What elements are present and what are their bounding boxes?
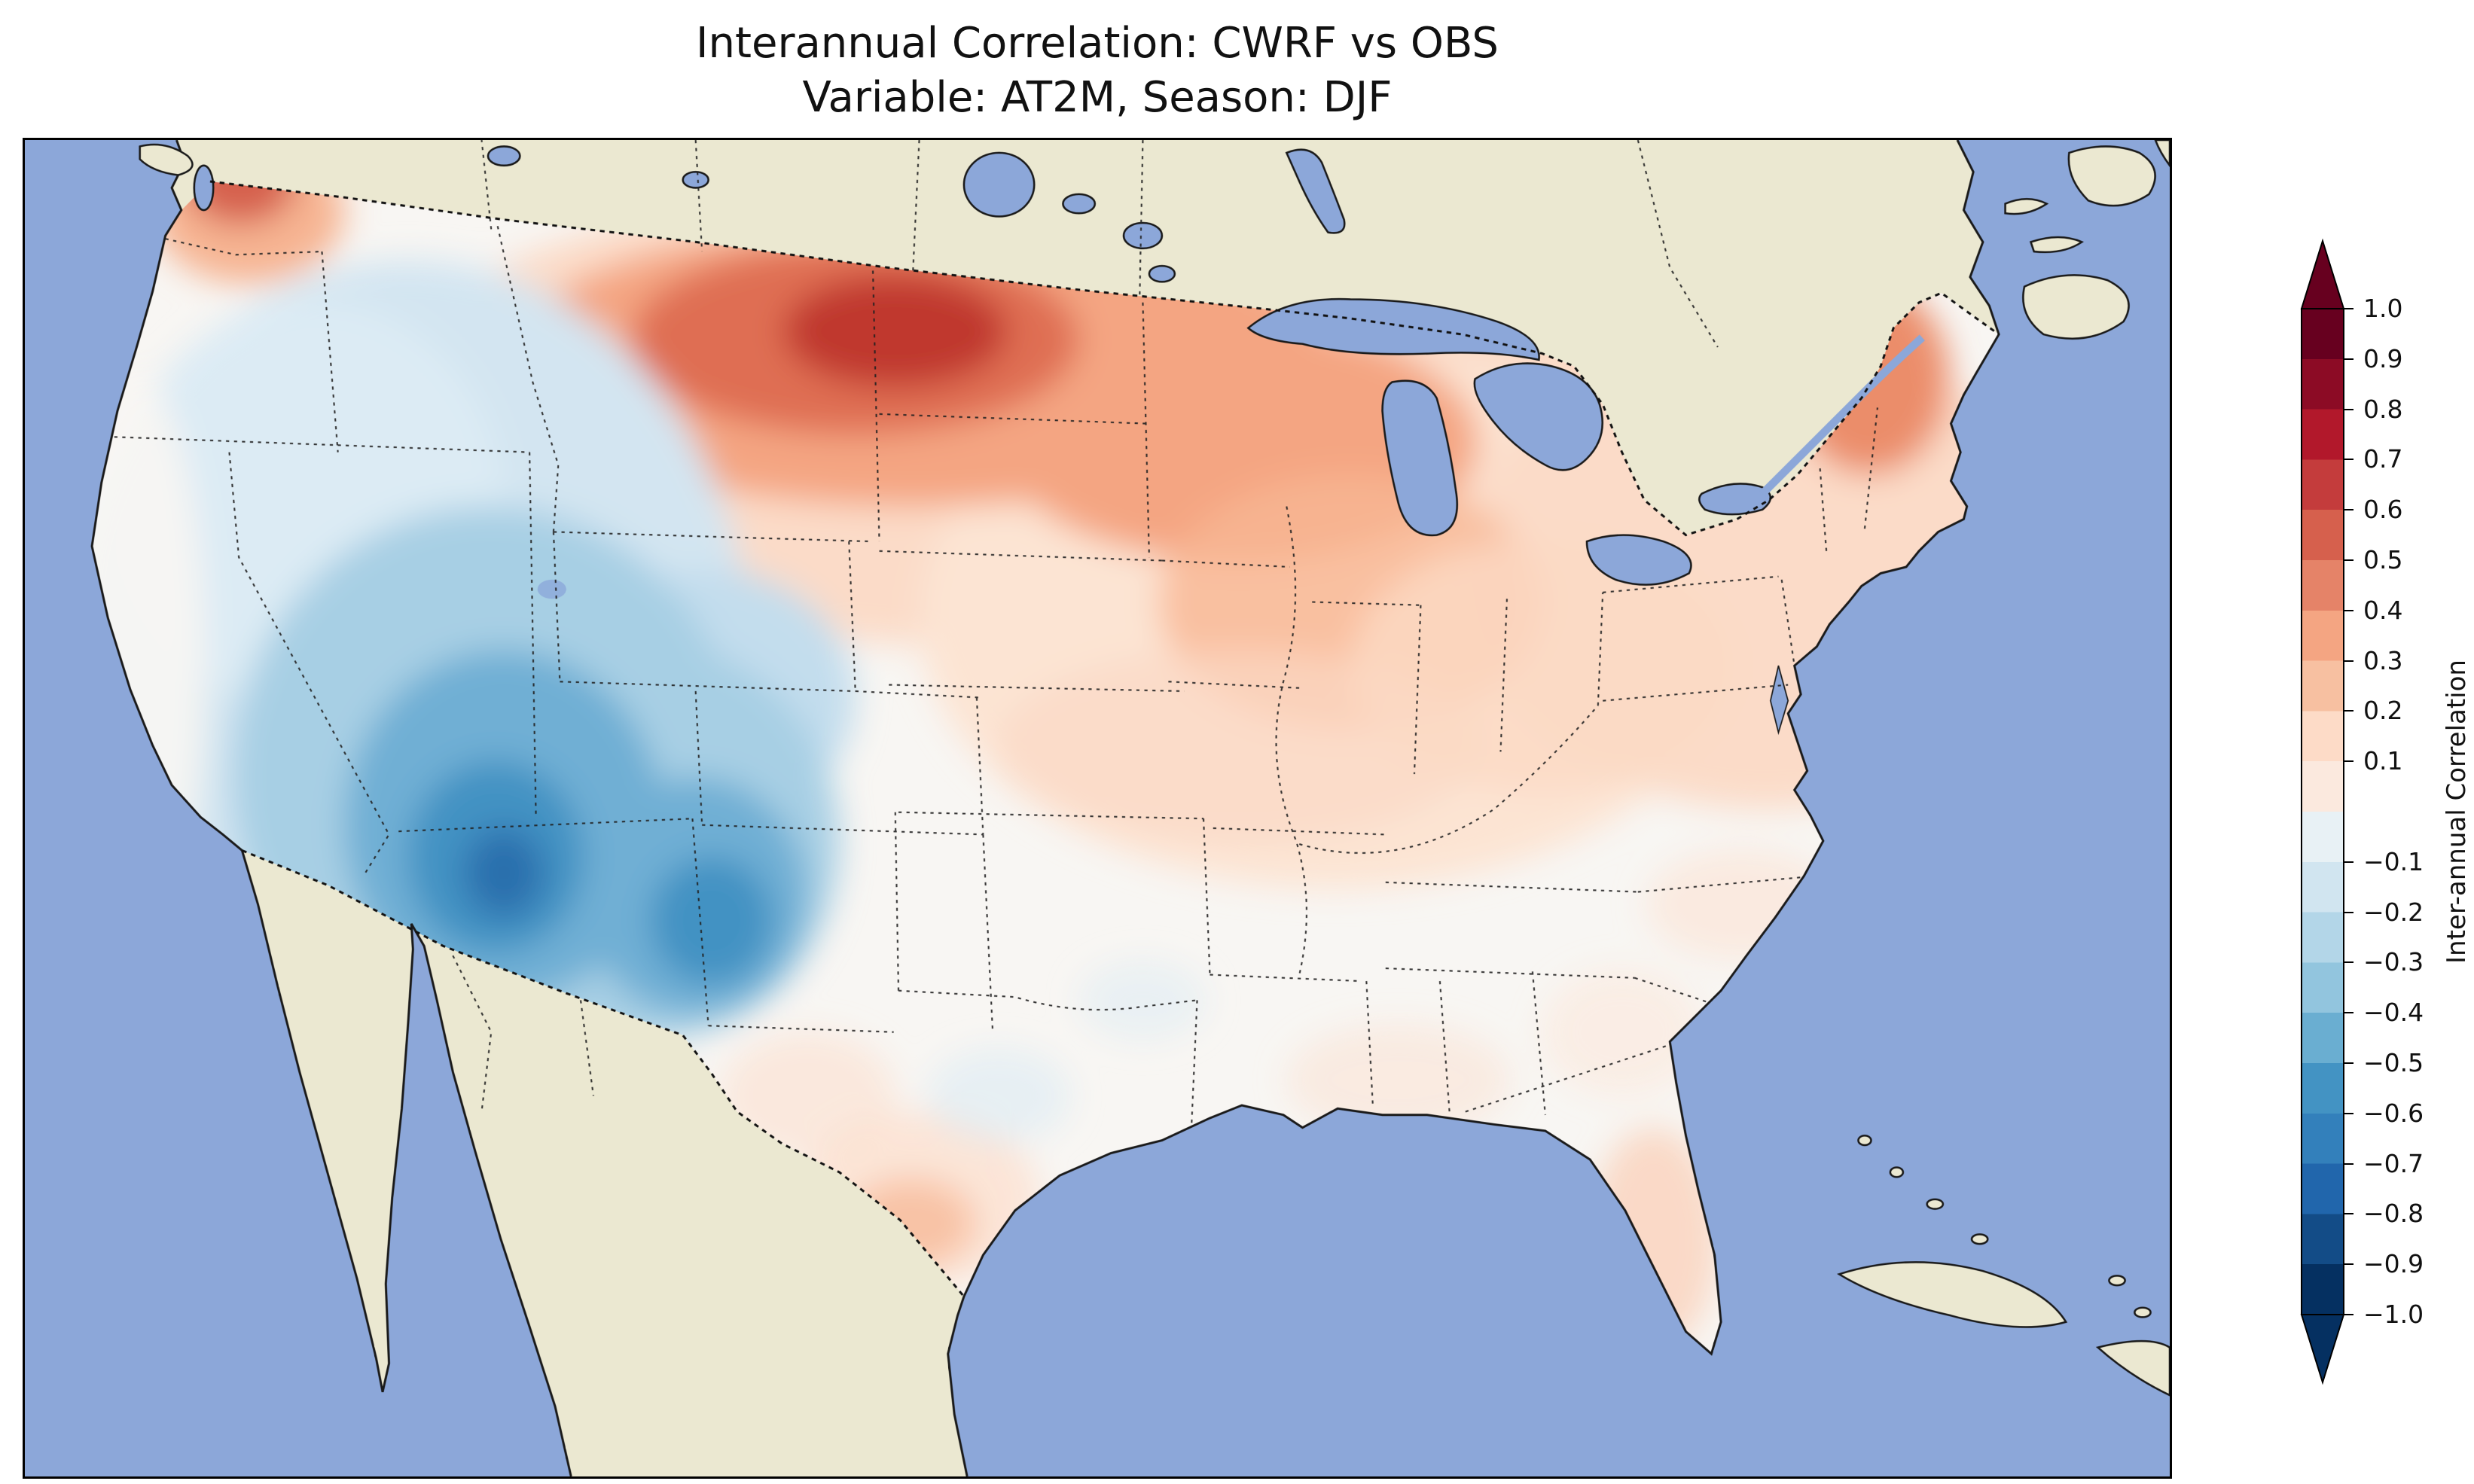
colorbar-tick-label: −0.4 <box>2363 998 2424 1027</box>
colorbar-tick-label: 0.1 <box>2363 746 2403 776</box>
figure-title-line2: Variable: AT2M, Season: DJF <box>802 73 1393 122</box>
state-borders <box>98 226 1878 1144</box>
colorbar-tick-label: −0.5 <box>2363 1048 2424 1077</box>
colorbar-tick-label: 0.6 <box>2363 495 2403 524</box>
colorbar: 1.0 0.9 0.8 0.7 0.6 0.5 0.4 0.3 0.2 0.1 … <box>2300 224 2474 1399</box>
islands <box>139 140 2170 1397</box>
colorbar-tick-label: −0.2 <box>2363 897 2424 927</box>
colorbar-tick-label: 0.8 <box>2363 395 2403 424</box>
map-canvas <box>25 140 2170 1476</box>
colorbar-axis-label: Inter-annual Correlation <box>2442 660 2472 964</box>
colorbar-tick-label: −0.1 <box>2363 847 2424 876</box>
province-borders <box>452 140 1719 1112</box>
colorbar-tick-label: 0.4 <box>2363 596 2403 625</box>
colorbar-tick-label: 0.7 <box>2363 444 2403 474</box>
great-lakes <box>193 145 1789 736</box>
colorbar-tick-label: −0.6 <box>2363 1099 2424 1128</box>
figure-title: Interannual Correlation: CWRF vs OBS Var… <box>696 17 1499 125</box>
colorbar-tick-label: 0.5 <box>2363 545 2403 574</box>
colorbar-body <box>2301 308 2344 1315</box>
colorbar-tick-label: 1.0 <box>2363 294 2403 323</box>
colorbar-extend-min-arrow <box>2300 1314 2345 1385</box>
colorbar-tick-label: −0.8 <box>2363 1199 2424 1228</box>
map-panel <box>23 138 2172 1479</box>
colorbar-extend-max-arrow <box>2300 238 2345 309</box>
st-lawrence-river <box>1759 334 1925 497</box>
colorbar-tick-label: 0.9 <box>2363 344 2403 373</box>
colorbar-tick-label: 0.3 <box>2363 646 2403 675</box>
coastline <box>90 140 2000 1476</box>
colorbar-tick-label: −0.7 <box>2363 1149 2424 1178</box>
figure-title-line1: Interannual Correlation: CWRF vs OBS <box>696 19 1499 68</box>
colorbar-tick-label: −0.9 <box>2363 1249 2424 1278</box>
colorbar-gfx <box>2300 238 2354 1385</box>
colorbar-tick-label: −1.0 <box>2363 1300 2424 1329</box>
colorbar-tick-marks <box>2344 308 2354 1315</box>
colorbar-tick-label: 0.2 <box>2363 696 2403 725</box>
colorbar-tick-label: −0.3 <box>2363 947 2424 977</box>
